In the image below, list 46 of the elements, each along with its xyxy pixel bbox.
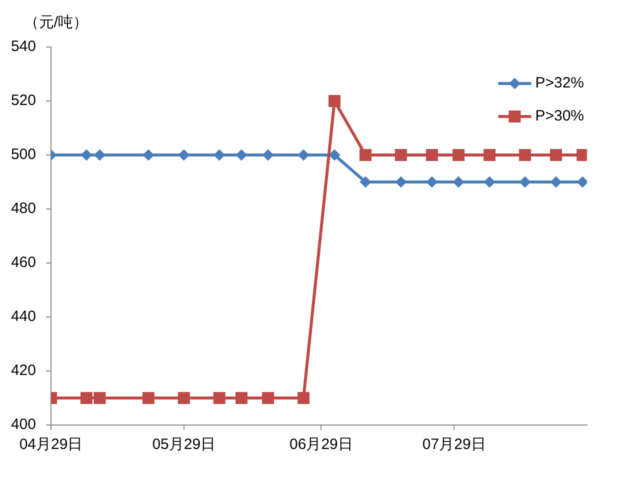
- point: [80, 392, 92, 404]
- y-tick-label: 540: [10, 38, 36, 56]
- y-tick-label: 400: [10, 416, 36, 434]
- point: [142, 392, 154, 404]
- point: [297, 392, 310, 404]
- point: [298, 149, 310, 161]
- point: [452, 148, 465, 162]
- point: [178, 392, 190, 404]
- point: [550, 148, 562, 162]
- point: [394, 148, 407, 162]
- point: [426, 176, 438, 188]
- y-tick-label: 500: [10, 146, 36, 164]
- point: [328, 149, 340, 161]
- point: [426, 148, 438, 162]
- y-tick-label: 420: [10, 362, 36, 380]
- point: [80, 149, 92, 161]
- legend-label: P>32%: [535, 74, 584, 92]
- x-tick-label: 06月29日: [290, 436, 353, 454]
- y-axis-title: （元/吨）: [24, 14, 88, 32]
- point: [518, 148, 531, 162]
- point: [328, 94, 341, 108]
- legend-label: P>30%: [535, 108, 584, 125]
- point: [236, 149, 248, 161]
- y-tick-label: 480: [10, 200, 36, 218]
- x-tick-label: 07月29日: [422, 436, 486, 454]
- point: [262, 392, 274, 404]
- point: [484, 176, 496, 188]
- point: [235, 392, 248, 404]
- point: [484, 148, 496, 162]
- x-tick-label: 05月29日: [152, 436, 216, 454]
- point: [576, 176, 587, 188]
- point: [262, 149, 274, 161]
- point: [142, 149, 154, 161]
- x-tick-label: 04月29日: [19, 436, 83, 454]
- point: [360, 176, 372, 188]
- point: [452, 176, 464, 188]
- point: [178, 149, 190, 161]
- point: [94, 392, 106, 404]
- point: [213, 392, 226, 404]
- y-tick-label: 520: [10, 92, 36, 110]
- point: [550, 176, 562, 188]
- point: [519, 176, 531, 188]
- point: [360, 148, 372, 162]
- point: [395, 176, 407, 188]
- y-tick-label: 440: [10, 308, 36, 326]
- y-tick-label: 460: [10, 254, 36, 272]
